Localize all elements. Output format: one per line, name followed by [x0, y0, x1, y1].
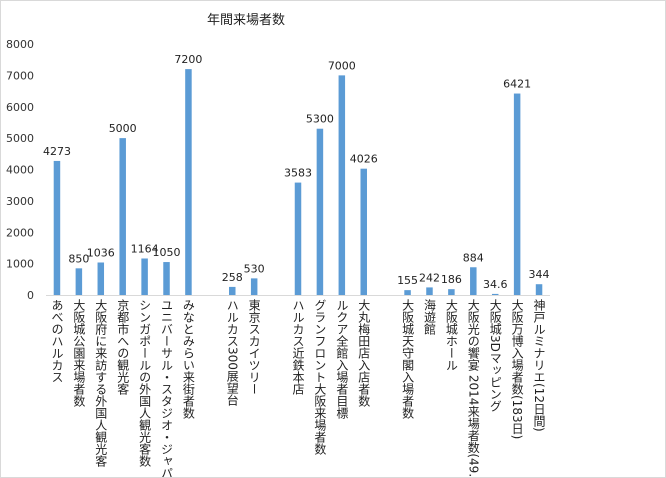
x-tick-label: 大阪城ホール — [444, 299, 459, 371]
data-label: 1164 — [131, 242, 159, 255]
x-tick-label: ルクア全館入場者目標 — [334, 299, 349, 419]
x-tick-label: 大阪光の饗宴 2014来場者数(49… — [466, 299, 481, 478]
data-label: 5300 — [306, 113, 334, 126]
bar — [229, 286, 236, 295]
y-tick-label: 1000 — [6, 258, 34, 271]
data-label: 5000 — [109, 122, 137, 135]
x-tick-label: 海遊館 — [422, 299, 437, 335]
bar — [53, 160, 61, 295]
data-label: 3583 — [284, 167, 312, 180]
bar — [513, 93, 521, 295]
bar — [338, 75, 346, 295]
x-tick-label: グランフロント大阪来場者数 — [312, 299, 327, 455]
bar — [491, 293, 499, 295]
bar — [448, 289, 455, 295]
x-tick-label: 京都市への観光客 — [115, 299, 130, 395]
data-label: 242 — [419, 271, 440, 284]
y-tick-label: 3000 — [6, 195, 34, 208]
data-label: 34.6 — [483, 278, 508, 291]
bar — [141, 258, 148, 295]
y-tick-label: 4000 — [6, 164, 34, 177]
data-label: 186 — [441, 273, 462, 286]
bar — [316, 128, 324, 295]
data-label: 1050 — [153, 246, 181, 259]
data-label: 884 — [463, 251, 484, 264]
data-label: 258 — [222, 271, 243, 284]
y-tick-label: 0 — [27, 289, 34, 302]
x-tick-label: みなとみらい来街者数 — [181, 299, 196, 419]
y-tick-label: 5000 — [6, 132, 34, 145]
x-tick-label: ユニバーサル・スタジオ・ジャパン — [159, 299, 174, 478]
x-tick-label: 大阪城公園来場者数 — [71, 299, 86, 407]
data-label: 1036 — [87, 246, 115, 259]
data-label: 344 — [529, 268, 550, 281]
bar — [250, 278, 258, 295]
bar — [426, 287, 433, 295]
x-tick-label: 大丸梅田店入店者数 — [356, 299, 371, 407]
bar — [163, 262, 170, 295]
bar — [470, 267, 477, 295]
chart-title: 年間来場者数 — [206, 13, 285, 28]
x-tick-label: 大阪万博入場者数(183日) — [510, 299, 525, 440]
bar — [119, 138, 126, 295]
bar — [404, 290, 411, 295]
bar — [75, 268, 83, 295]
bar — [360, 168, 367, 295]
x-tick-label: 大阪城天守閣入場者数 — [400, 299, 415, 419]
x-tick-label: ハルカス300展望台 — [225, 299, 240, 406]
y-tick-label: 2000 — [6, 226, 34, 239]
data-label: 6421 — [503, 78, 531, 91]
data-label: 4026 — [350, 153, 378, 166]
x-tick-label: 大阪城3Dマッピング — [488, 299, 503, 412]
bar — [294, 182, 302, 295]
y-tick-label: 6000 — [6, 101, 34, 114]
data-label: 7000 — [328, 59, 356, 72]
data-label: 155 — [397, 274, 418, 287]
bar — [535, 284, 543, 295]
data-label: 4273 — [43, 145, 71, 158]
data-label: 7200 — [174, 53, 202, 66]
x-tick-label: あべのハルカス — [49, 299, 64, 383]
bar — [185, 69, 192, 295]
x-tick-label: シンガポールの外国人観光客数 — [137, 299, 152, 467]
data-label: 850 — [68, 252, 89, 265]
bar — [97, 262, 105, 295]
x-tick-label: 大阪府に来訪する外国人観光客 — [93, 299, 108, 467]
y-tick-label: 7000 — [6, 69, 34, 82]
y-tick-label: 8000 — [6, 38, 34, 51]
x-tick-label: ハルカス近鉄本店 — [291, 299, 305, 395]
x-tick-label: 神戸ルミナリエ(12日間) — [532, 299, 547, 432]
data-label: 530 — [244, 262, 265, 275]
x-tick-label: 東京スカイツリー — [247, 299, 262, 395]
